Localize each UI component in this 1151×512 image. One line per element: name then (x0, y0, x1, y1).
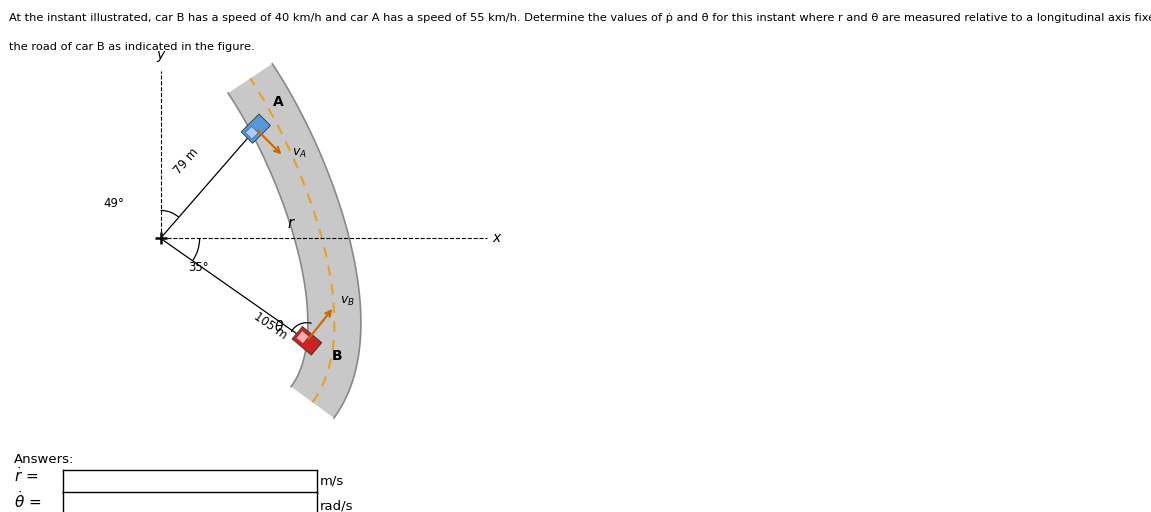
Text: x: x (493, 231, 501, 245)
Text: $\theta$: $\theta$ (274, 319, 284, 334)
Text: 49°: 49° (104, 198, 124, 210)
Polygon shape (228, 64, 361, 418)
Text: rad/s: rad/s (320, 499, 353, 512)
Text: $\dot{r}$ =: $\dot{r}$ = (14, 466, 38, 484)
Text: A: A (273, 95, 283, 109)
Text: $\dot{\theta}$ =: $\dot{\theta}$ = (14, 490, 41, 511)
Polygon shape (245, 126, 258, 139)
Polygon shape (242, 114, 270, 143)
Text: m/s: m/s (320, 475, 344, 488)
Text: the road of car B as indicated in the figure.: the road of car B as indicated in the fi… (9, 42, 254, 52)
Text: Answers:: Answers: (14, 453, 74, 466)
Text: $v_B$: $v_B$ (340, 294, 355, 308)
Text: r: r (287, 217, 294, 231)
Text: $v_A$: $v_A$ (292, 147, 306, 160)
Polygon shape (292, 327, 322, 355)
Polygon shape (296, 331, 308, 344)
Text: y: y (157, 48, 165, 62)
Text: At the instant illustrated, car B has a speed of 40 km/h and car A has a speed o: At the instant illustrated, car B has a … (9, 13, 1151, 23)
Text: 35°: 35° (189, 261, 209, 273)
Text: 79 m: 79 m (171, 145, 201, 177)
Text: B: B (331, 349, 343, 363)
Text: 105 m: 105 m (251, 310, 289, 342)
